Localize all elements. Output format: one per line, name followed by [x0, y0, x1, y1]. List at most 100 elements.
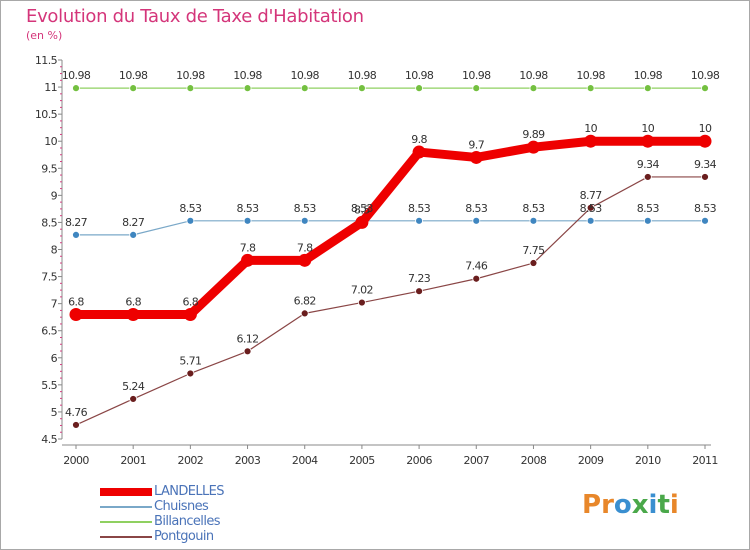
chart-axes: 4.5 5 5.5 6 6.5 7 7.5 8 8.5 9 9.5 10 10.5 11 11.5 2000 2…	[35, 54, 718, 467]
data-point-pontgouin	[586, 203, 595, 212]
data-label-landelles: 6.8	[125, 295, 141, 308]
data-label-billancelles: 10.98	[119, 69, 148, 82]
data-point-chuisnes	[243, 216, 252, 225]
series-line-pontgouin	[75, 176, 706, 426]
data-point-landelles	[298, 253, 312, 267]
data-label-landelles: 9.8	[411, 133, 427, 146]
x-tick-label: 2006	[406, 454, 432, 467]
y-tick-label: 9	[51, 189, 58, 202]
data-point-billancelles	[129, 84, 138, 93]
legend-label: LANDELLES	[154, 484, 225, 499]
data-label-billancelles: 10.98	[634, 69, 663, 82]
data-label-billancelles: 10.98	[691, 69, 720, 82]
data-point-billancelles	[186, 84, 195, 93]
data-point-chuisnes	[586, 216, 595, 225]
data-point-pontgouin	[529, 259, 538, 267]
data-point-chuisnes	[643, 216, 652, 225]
data-label-chuisnes: 8.53	[294, 202, 317, 215]
data-label-billancelles: 10.98	[462, 69, 491, 82]
data-label-chuisnes: 8.53	[580, 202, 603, 215]
data-label-landelles: 9.89	[522, 128, 545, 141]
data-label-chuisnes: 8.53	[408, 202, 431, 215]
data-point-billancelles	[701, 84, 709, 93]
legend-item-landelles: LANDELLES	[100, 485, 300, 499]
logo-letter: x	[631, 490, 649, 520]
data-label-pontgouin: 4.76	[65, 406, 88, 419]
data-label-landelles: 6.8	[183, 295, 199, 308]
logo-letter: P	[582, 490, 602, 520]
data-label-chuisnes: 8.53	[236, 202, 259, 215]
data-point-chuisnes	[472, 216, 481, 225]
data-label-billancelles: 10.98	[233, 69, 262, 82]
data-point-billancelles	[643, 84, 652, 93]
data-label-landelles: 9.7	[468, 138, 484, 151]
data-point-billancelles	[243, 84, 252, 93]
y-tick-label: 11	[44, 81, 57, 94]
chart-series	[69, 84, 712, 429]
data-label-landelles: 10	[699, 122, 712, 135]
data-point-landelles	[183, 307, 197, 321]
data-point-chuisnes	[300, 216, 309, 225]
data-point-pontgouin	[701, 173, 709, 181]
data-point-billancelles	[358, 84, 366, 93]
data-point-chuisnes	[72, 230, 80, 239]
data-point-chuisnes	[186, 216, 195, 225]
x-tick-label: 2007	[463, 454, 489, 467]
legend-item-pontgouin: Pontgouin	[100, 530, 300, 544]
data-label-pontgouin: 7.23	[408, 272, 431, 285]
y-tick-label: 4.5	[41, 433, 57, 446]
y-tick-label: 8.5	[41, 216, 57, 229]
data-point-landelles	[584, 134, 598, 148]
legend-swatch	[100, 488, 152, 496]
data-label-pontgouin: 7.02	[351, 284, 373, 297]
data-label-chuisnes: 8.53	[351, 202, 374, 215]
y-tick-label: 5.5	[41, 379, 57, 392]
data-label-landelles: 7.8	[297, 241, 313, 254]
data-point-chuisnes	[129, 230, 138, 239]
data-label-pontgouin: 9.34	[694, 158, 717, 171]
x-tick-label: 2004	[292, 454, 318, 467]
data-label-pontgouin: 8.77	[580, 189, 603, 202]
data-label-pontgouin: 5.24	[122, 380, 145, 393]
y-tick-label: 6.5	[41, 325, 57, 338]
data-label-landelles: 10	[641, 122, 654, 135]
data-point-billancelles	[72, 84, 80, 93]
data-point-billancelles	[300, 84, 309, 93]
data-label-pontgouin: 7.46	[465, 260, 488, 273]
series-line-chuisnes	[75, 220, 706, 236]
legend-item-billancelles: Billancelles	[100, 515, 300, 529]
data-label-chuisnes: 8.53	[179, 202, 202, 215]
data-label-pontgouin: 6.82	[294, 294, 316, 307]
data-label-landelles: 10	[584, 122, 597, 135]
data-point-landelles	[641, 134, 655, 148]
data-point-billancelles	[415, 84, 423, 93]
x-tick-label: 2008	[521, 454, 547, 467]
y-tick-label: 11.5	[35, 54, 58, 67]
data-point-pontgouin	[300, 309, 309, 318]
data-label-chuisnes: 8.53	[637, 202, 660, 215]
legend-swatch	[100, 536, 152, 538]
legend-swatch	[100, 521, 152, 523]
y-tick-label: 7	[51, 298, 58, 311]
data-point-chuisnes	[529, 216, 538, 225]
data-label-pontgouin: 5.71	[179, 354, 201, 367]
data-label-chuisnes: 8.27	[65, 216, 88, 229]
data-point-landelles	[126, 307, 140, 321]
x-tick-label: 2000	[63, 454, 89, 467]
y-tick-label: 5	[51, 406, 58, 419]
logo-letter: i	[648, 490, 658, 520]
series-line-landelles	[71, 136, 710, 319]
logo-letter: r	[601, 490, 614, 520]
data-point-landelles	[469, 150, 483, 164]
data-point-billancelles	[529, 84, 538, 93]
data-point-pontgouin	[129, 395, 138, 403]
data-point-landelles	[526, 140, 540, 154]
x-tick-label: 2010	[635, 454, 661, 467]
y-tick-label: 6	[51, 352, 58, 365]
data-point-pontgouin	[643, 173, 652, 181]
data-label-pontgouin: 7.75	[522, 244, 545, 257]
legend-label: Chuisnes	[154, 499, 209, 514]
logo-letter: o	[613, 490, 632, 520]
data-label-billancelles: 10.98	[176, 69, 205, 82]
